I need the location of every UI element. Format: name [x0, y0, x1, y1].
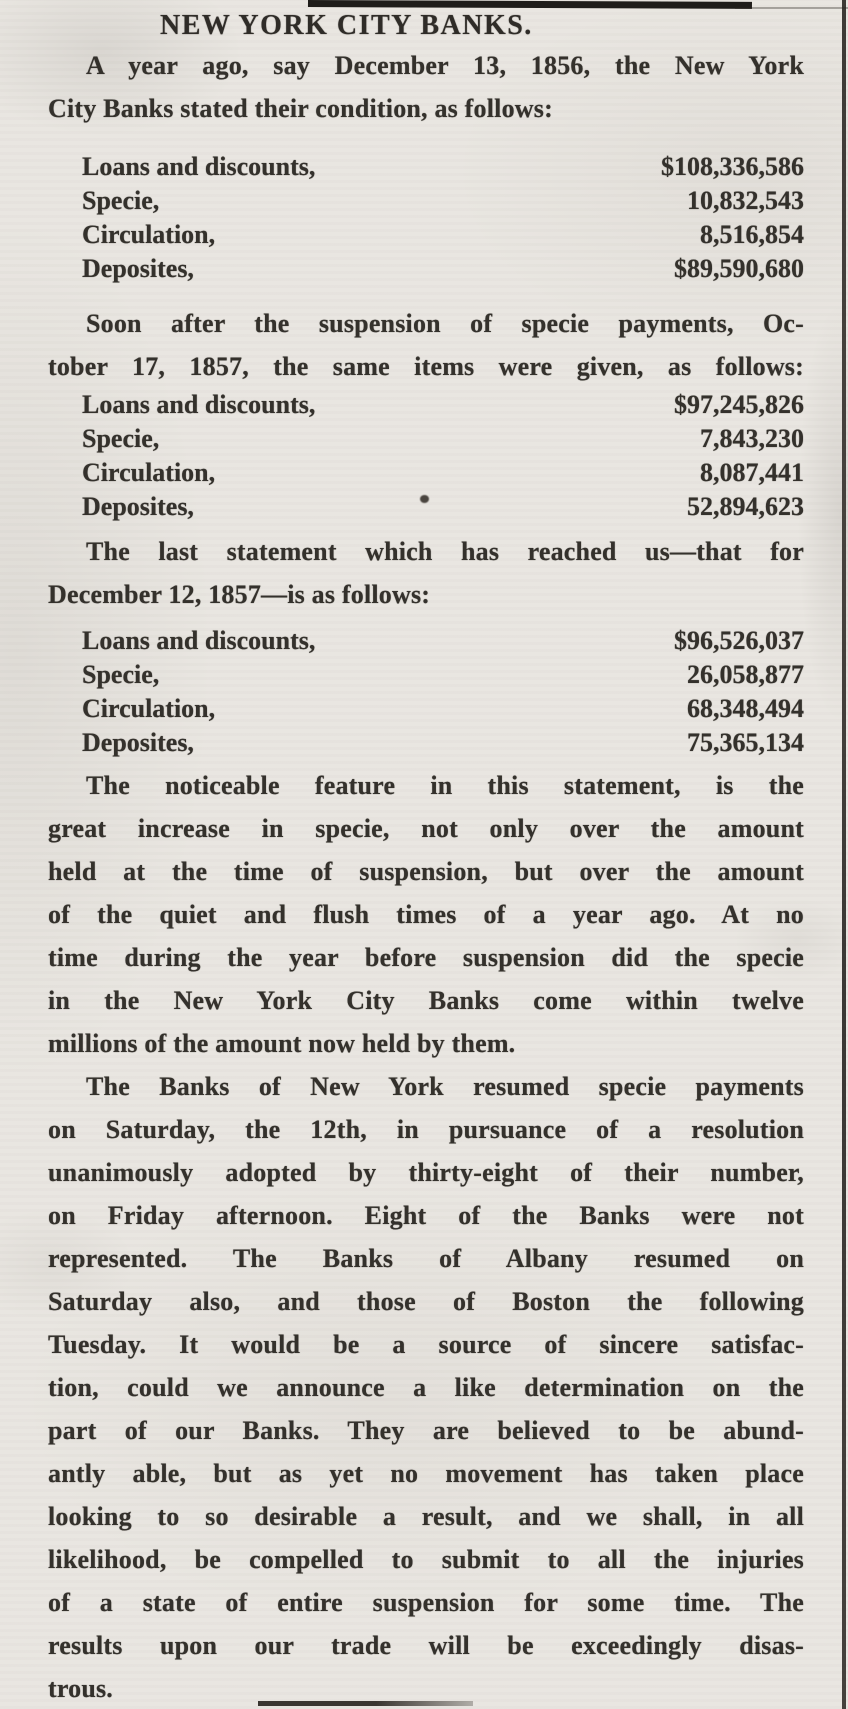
row-value: 68,348,494	[687, 694, 804, 723]
statement-table-oct-17-1857: Loans and discounts, $97,245,826 Specie,…	[48, 388, 804, 524]
table-row: Loans and discounts, $97,245,826	[48, 388, 804, 422]
table-row: Deposites, 75,365,134	[48, 726, 804, 760]
paragraph-last-statement: The last statement which has reached us—…	[48, 530, 804, 616]
row-label: Specie,	[82, 660, 160, 689]
article-line: on Friday afternoon. Eight of the Banks …	[48, 1201, 804, 1230]
article-line: of the quiet and flush times of a year a…	[48, 900, 804, 929]
table-row: Circulation, 8,516,854	[48, 218, 804, 252]
row-value: $97,245,826	[674, 390, 804, 419]
article-line: millions of the amount now held by them.	[48, 1029, 516, 1058]
article-line: The Banks of New York resumed specie pay…	[86, 1072, 804, 1101]
row-value: 8,087,441	[700, 458, 804, 487]
article-line: The noticeable feature in this statement…	[86, 771, 804, 800]
row-value: $96,526,037	[674, 626, 804, 655]
article-line: of a state of entire suspension for some…	[48, 1588, 804, 1617]
table-row: Specie, 10,832,543	[48, 184, 804, 218]
row-label: Specie,	[82, 424, 160, 453]
table-row: Circulation, 68,348,494	[48, 692, 804, 726]
paragraph-intro-1856: A year ago, say December 13, 1856, the N…	[48, 44, 804, 130]
row-value: 26,058,877	[687, 660, 804, 689]
row-value: 7,843,230	[700, 424, 804, 453]
article-line: great increase in specie, not only over …	[48, 814, 804, 843]
paragraph-noticeable-feature: The noticeable feature in this statement…	[48, 764, 804, 1065]
table-row: Specie, 26,058,877	[48, 658, 804, 692]
table-row: Deposites, 52,894,623	[48, 490, 804, 524]
row-value: 10,832,543	[687, 186, 804, 215]
column-divider-rule	[842, 0, 846, 1709]
article-line: likelihood, be compelled to submit to al…	[48, 1545, 804, 1574]
row-label: Circulation,	[82, 694, 216, 723]
article-line: antly able, but as yet no movement has t…	[48, 1459, 804, 1488]
row-value: 75,365,134	[687, 728, 804, 757]
article-line: looking to so desirable a result, and we…	[48, 1502, 804, 1531]
row-label: Deposites,	[82, 492, 194, 521]
row-label: Deposites,	[82, 254, 194, 283]
article-line: tober 17, 1857, the same items were give…	[48, 352, 804, 381]
row-label: Loans and discounts,	[82, 626, 316, 655]
row-label: Deposites,	[82, 728, 194, 757]
top-rule-faint-extension	[735, 7, 848, 9]
article-line: on Saturday, the 12th, in pursuance of a…	[48, 1115, 804, 1144]
bottom-section-rule	[258, 1701, 473, 1706]
row-value: $108,336,586	[661, 152, 804, 181]
article-line: results upon our trade will be exceeding…	[48, 1631, 804, 1660]
article-line: represented. The Banks of Albany resumed…	[48, 1244, 804, 1273]
article-line: Soon after the suspension of specie paym…	[86, 309, 804, 338]
ink-spot-artifact	[420, 495, 429, 503]
row-value: $89,590,680	[674, 254, 804, 283]
article-line: A year ago, say December 13, 1856, the N…	[86, 51, 804, 80]
article-line: unanimously adopted by thirty-eight of t…	[48, 1158, 804, 1187]
table-row: Circulation, 8,087,441	[48, 456, 804, 490]
row-value: 52,894,623	[687, 492, 804, 521]
article-line: trous.	[48, 1674, 114, 1703]
article-line: Tuesday. It would be a source of sincere…	[48, 1330, 804, 1359]
row-label: Circulation,	[82, 458, 216, 487]
article-line: tion, could we announce a like determina…	[48, 1373, 804, 1402]
article-headline: NEW YORK CITY BANKS.	[160, 10, 533, 41]
row-label: Specie,	[82, 186, 160, 215]
paragraph-resumption: The Banks of New York resumed specie pay…	[48, 1065, 804, 1709]
table-row: Loans and discounts, $108,336,586	[48, 150, 804, 184]
statement-table-dec-12-1857: Loans and discounts, $96,526,037 Specie,…	[48, 624, 804, 760]
article-line: time during the year before suspension d…	[48, 943, 804, 972]
article-line: City Banks stated their condition, as fo…	[48, 94, 553, 123]
article-line: held at the time of suspension, but over…	[48, 857, 804, 886]
article-line: part of our Banks. They are believed to …	[48, 1416, 804, 1445]
statement-table-dec-13-1856: Loans and discounts, $108,336,586 Specie…	[48, 150, 804, 286]
table-row: Deposites, $89,590,680	[48, 252, 804, 286]
row-label: Loans and discounts,	[82, 152, 316, 181]
article-line: December 12, 1857—is as follows:	[48, 580, 431, 609]
table-row: Loans and discounts, $96,526,037	[48, 624, 804, 658]
article-line: Saturday also, and those of Boston the f…	[48, 1287, 804, 1316]
paragraph-suspension-1857: Soon after the suspension of specie paym…	[48, 302, 804, 388]
article-line: The last statement which has reached us—…	[86, 537, 804, 566]
row-label: Circulation,	[82, 220, 216, 249]
article-column: NEW YORK CITY BANKS. A year ago, say Dec…	[0, 8, 848, 1709]
row-label: Loans and discounts,	[82, 390, 316, 419]
row-value: 8,516,854	[700, 220, 804, 249]
table-row: Specie, 7,843,230	[48, 422, 804, 456]
article-line: in the New York City Banks come within t…	[48, 986, 804, 1015]
